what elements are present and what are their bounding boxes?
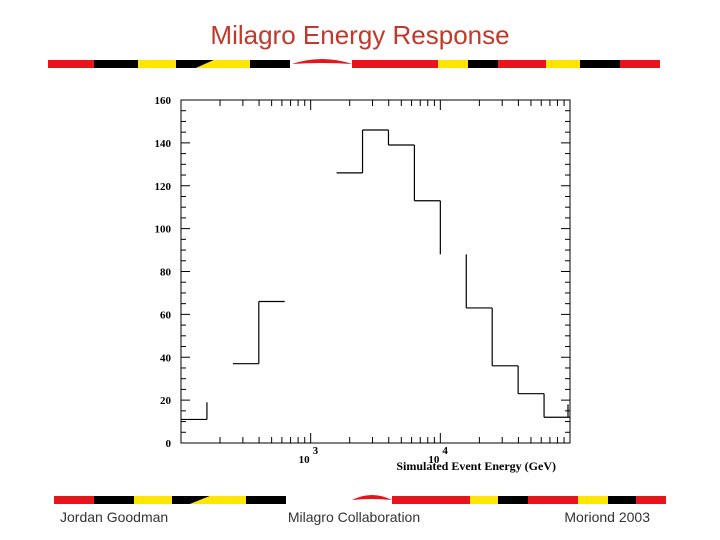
x-tick-label-base: 10 [299,454,311,466]
y-tick-label: 160 [155,95,172,107]
y-tick-label: 100 [155,224,172,236]
decorative-band-top [48,59,660,68]
y-tick-label: 120 [155,181,172,193]
footer-event: Moriond 2003 [564,509,650,525]
y-tick-label: 0 [166,438,172,450]
x-tick-label-exponent: 4 [442,445,448,457]
x-tick-label-exponent: 3 [313,445,319,457]
y-tick-label: 40 [160,352,172,364]
decorative-band-bottom [54,495,666,504]
x-axis-title: Simulated Event Energy (GeV) [396,459,556,473]
slide-title: Milagro Energy Response [210,20,510,50]
y-tick-label: 140 [155,138,172,150]
footer-author: Jordan Goodman [60,509,169,525]
x-tick-label-base: 10 [428,454,440,466]
y-tick-label: 80 [160,267,172,279]
y-tick-label: 60 [160,309,172,321]
footer-collaboration: Milagro Collaboration [287,509,421,525]
plot-frame [180,99,571,444]
y-tick-label: 20 [160,395,172,407]
